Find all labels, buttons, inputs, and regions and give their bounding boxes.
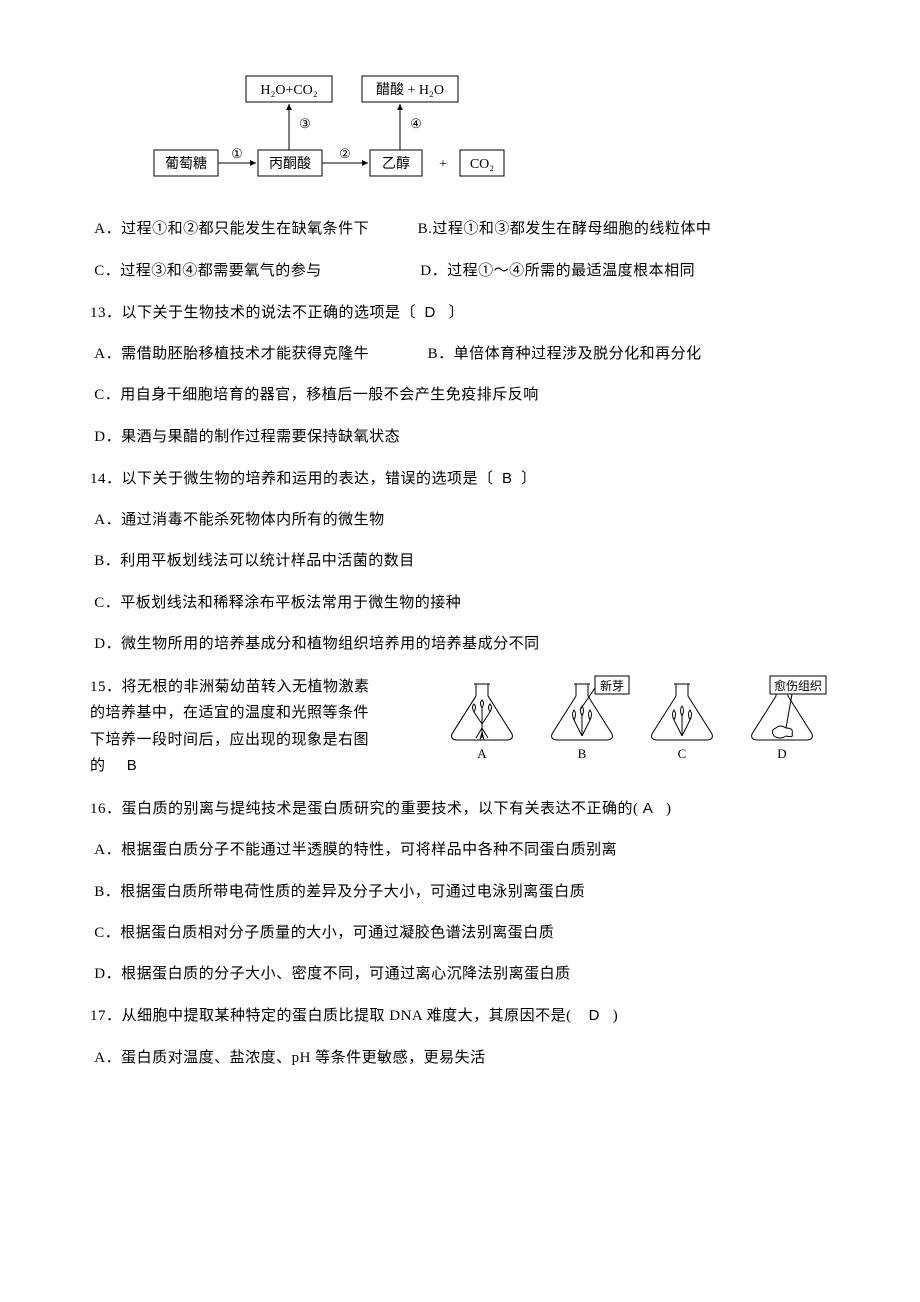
q16-close: ) [666,801,672,817]
q15-line1: 15．将无根的非洲菊幼苗转入无植物激素 [90,679,370,695]
flask-lab-callus: 愈伤组织 [774,678,822,693]
q13-opt-a: A．需借助胚胎移植技术才能获得克隆牛 [94,346,369,362]
q13-answer: D [425,304,436,321]
dia-bot-3: 乙醇 [382,155,410,172]
q16-answer: A [643,800,654,817]
dia-top-right: 醋酸 + H₂O [376,82,444,98]
q12-opt-cd: C．过程③和④都需要氧气的参与 D．过程①～④所需的最适温度根本相同 [90,260,830,283]
q14-opt-a: A．通过消毒不能杀死物体内所有的微生物 [90,509,830,532]
dia-co2: CO₂ [470,157,494,172]
q12-diagram: H₂O+CO₂ 醋酸 + H₂O 葡萄糖 丙酮酸 乙醇 + CO₂ ① ② ③ … [90,60,830,218]
q13-opt-d: D．果酒与果醋的制作过程需要保持缺氧状态 [90,426,830,449]
q17-opt-a: A．蛋白质对温度、盐浓度、pH 等条件更敏感，更易失活 [90,1047,830,1070]
q12-opt-b: B.过程①和③都发生在酵母细胞的线粒体中 [418,221,712,237]
q13-opt-b: B．单倍体育种过程涉及脱分化和再分化 [428,346,702,362]
dia-bot-2: 丙酮酸 [269,156,311,172]
q13-close: 〕 [449,305,465,321]
flask-lab-c: C [678,746,687,761]
dia-c2: ② [339,146,351,161]
q17-answer: D [589,1007,600,1024]
q17-stem-text: 17．从细胞中提取某种特定的蛋白质比提取 DNA 难度大，其原因不是( [90,1008,572,1024]
flask-lab-bud: 新芽 [600,678,624,693]
q14-opt-c: C．平板划线法和稀释涂布平板法常用于微生物的接种 [90,592,830,615]
q12-opt-ab: A．过程①和②都只能发生在缺氧条件下 B.过程①和③都发生在酵母细胞的线粒体中 [90,218,830,241]
q12-opt-c: C．过程③和④都需要氧气的参与 [94,263,322,279]
q15-line3: 下培养一段时间后，应出现的现象是右图 [90,732,369,748]
q15-line2: 的培养基中，在适宜的温度和光照等条件 [90,705,369,721]
flask-lab-b: B [578,746,587,761]
q14-opt-b: B．利用平板划线法可以统计样品中活菌的数目 [90,550,830,573]
q15-answer: B [127,757,138,774]
q16-stem: 16．蛋白质的别离与提纯技术是蛋白质研究的重要技术，以下有关表达不正确的( A … [90,797,830,821]
q13-stem-text: 13．以下关于生物技术的说法不正确的选项是〔 [90,305,416,321]
dia-c1: ① [231,146,243,161]
q14-stem: 14．以下关于微生物的培养和运用的表达，错误的选项是〔 B 〕 [90,467,830,491]
q13-opt-c: C．用自身干细胞培育的器官，移植后一般不会产生免疫排斥反响 [90,384,830,407]
q12-opt-a: A．过程①和②都只能发生在缺氧条件下 [94,221,369,237]
dia-top-left: H₂O+CO₂ [260,83,317,98]
flask-lab-d: D [777,746,786,761]
q12-opt-d: D．过程①～④所需的最适温度根本相同 [420,263,695,279]
dia-bot-1: 葡萄糖 [165,156,207,172]
q13-stem: 13．以下关于生物技术的说法不正确的选项是〔 D 〕 [90,301,830,325]
q16-opt-b: B．根据蛋白质所带电荷性质的差异及分子大小，可通过电泳别离蛋白质 [90,881,830,904]
q16-stem-text: 16．蛋白质的别离与提纯技术是蛋白质研究的重要技术，以下有关表达不正确的( [90,801,639,817]
q16-opt-d: D．根据蛋白质的分子大小、密度不同，可通过离心沉降法别离蛋白质 [90,963,830,986]
dia-c3: ③ [299,116,311,131]
q14-stem-text: 14．以下关于微生物的培养和运用的表达，错误的选项是〔 [90,471,494,487]
q13-opt-ab: A．需借助胚胎移植技术才能获得克隆牛 B．单倍体育种过程涉及脱分化和再分化 [90,343,830,366]
q15-text: 15．将无根的非洲菊幼苗转入无植物激素 的培养基中，在适宜的温度和光照等条件 下… [90,674,420,779]
q15-flasks-diagram: A B 新芽 C [440,674,830,772]
q15-line4-pre: 的 [90,758,106,774]
q14-opt-d: D．微生物所用的培养基成分和植物组织培养用的培养基成分不同 [90,633,830,656]
dia-plus: + [439,157,447,172]
q14-answer: B [502,470,513,487]
flask-lab-a: A [477,746,487,761]
q16-opt-a: A．根据蛋白质分子不能通过半透膜的特性，可将样品中各种不同蛋白质别离 [90,839,830,862]
q17-stem: 17．从细胞中提取某种特定的蛋白质比提取 DNA 难度大，其原因不是( D ) [90,1004,830,1028]
q17-close: ) [613,1008,619,1024]
dia-c4: ④ [410,116,422,131]
q14-close: 〕 [521,471,537,487]
q16-opt-c: C．根据蛋白质相对分子质量的大小，可通过凝胶色谱法别离蛋白质 [90,922,830,945]
